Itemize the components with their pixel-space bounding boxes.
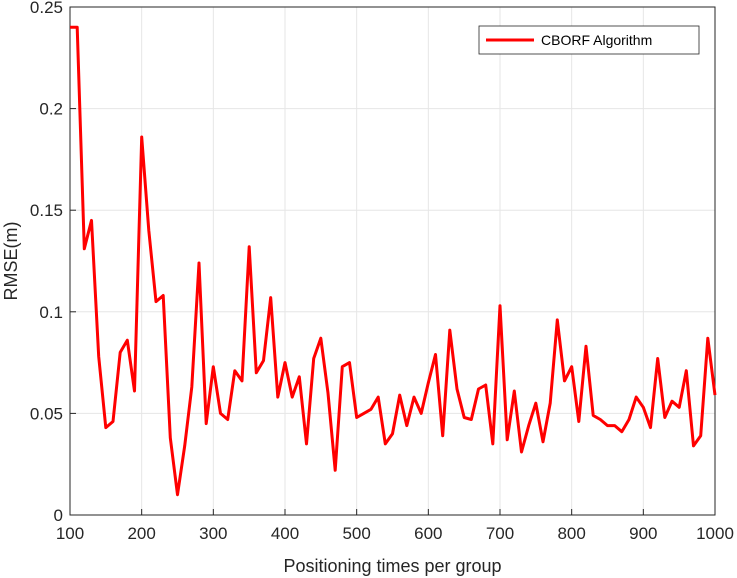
y-tick-label: 0.15 (30, 201, 63, 220)
plot-frame (69, 6, 716, 516)
grid (69, 6, 716, 516)
x-tick-label: 800 (557, 524, 585, 543)
x-axis: 100 200 300 400 500 600 700 800 900 1000 (56, 509, 734, 543)
y-tick-label: 0.1 (39, 303, 63, 322)
y-axis-title: RMSE(m) (1, 222, 21, 301)
y-tick-label: 0.2 (39, 100, 63, 119)
legend: CBORF Algorithm (478, 25, 700, 55)
y-tick-label: 0.25 (30, 0, 63, 17)
x-tick-label: 600 (414, 524, 442, 543)
x-tick-label: 200 (127, 524, 155, 543)
series-line (70, 25, 717, 497)
x-axis-title: Positioning times per group (283, 556, 501, 576)
y-axis: 0 0.05 0.1 0.15 0.2 0.25 (30, 0, 76, 525)
x-tick-label: 700 (486, 524, 514, 543)
series-layer (70, 25, 717, 497)
x-tick-label: 300 (199, 524, 227, 543)
x-tick-label: 500 (342, 524, 370, 543)
x-tick-label: 100 (56, 524, 84, 543)
y-tick-label: 0.05 (30, 404, 63, 423)
x-tick-label: 1000 (696, 524, 734, 543)
y-tick-label: 0 (54, 506, 63, 525)
legend-label: CBORF Algorithm (541, 32, 652, 48)
x-tick-label: 400 (271, 524, 299, 543)
x-tick-label: 900 (629, 524, 657, 543)
